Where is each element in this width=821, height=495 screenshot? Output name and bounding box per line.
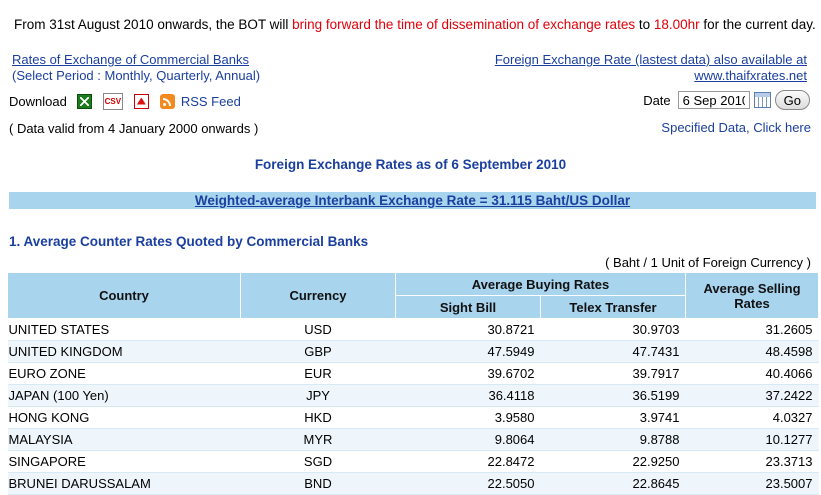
- cell-currency: MYR: [240, 428, 396, 451]
- rates-of-exchange-link[interactable]: Rates of Exchange of Commercial Banks (S…: [12, 52, 260, 84]
- interbank-rate-banner: Weighted-average Interbank Exchange Rate…: [9, 192, 816, 209]
- cell-sight-bill: 22.8472: [395, 450, 541, 473]
- go-button[interactable]: Go: [774, 90, 810, 110]
- cell-country: SINGAPORE: [7, 450, 241, 473]
- table-row: BRUNEI DARUSSALAM BND 22.5050 22.8645 23.500…: [7, 472, 819, 495]
- header-average-buying: Average Buying Rates: [395, 272, 686, 296]
- cell-average-selling: 4.0327: [685, 406, 819, 429]
- rss-icon[interactable]: [159, 93, 175, 109]
- rates-link-title[interactable]: Rates of Exchange of Commercial Banks: [12, 52, 249, 67]
- date-label: Date: [643, 92, 671, 108]
- notice-highlight: bring forward the time of dissemination …: [292, 17, 636, 32]
- fx-rate-external-link[interactable]: Foreign Exchange Rate (lastest data) als…: [495, 52, 807, 84]
- cell-average-selling: 10.1277: [685, 428, 819, 451]
- cell-telex-transfer: 30.9703: [540, 318, 686, 341]
- table-row: MALAYSIA MYR 9.8064 9.8788 10.1277: [7, 428, 819, 451]
- cell-currency: JPY: [240, 384, 396, 407]
- interbank-rate-link[interactable]: Weighted-average Interbank Exchange Rate…: [194, 193, 631, 208]
- cell-country: EURO ZONE: [7, 362, 241, 385]
- date-input[interactable]: [677, 91, 750, 109]
- data-valid-note: ( Data valid from 4 January 2000 onwards…: [9, 121, 259, 136]
- table-row: UNITED KINGDOM GBP 47.5949 47.7431 48.4598: [7, 340, 819, 363]
- download-label: Download: [9, 93, 67, 109]
- header-sight-bill: Sight Bill: [395, 295, 541, 319]
- notice-text: From 31st August 2010 onwards, the BOT w…: [14, 17, 816, 32]
- notice-part-3: to: [635, 17, 654, 32]
- cell-currency: GBP: [240, 340, 396, 363]
- notice-part-1: From 31st August 2010 onwards, the BOT w…: [14, 17, 293, 32]
- cell-currency: SGD: [240, 450, 396, 473]
- table-row: EURO ZONE EUR 39.6702 39.7917 40.4066: [7, 362, 819, 385]
- cell-telex-transfer: 47.7431: [540, 340, 686, 363]
- cell-telex-transfer: 36.5199: [540, 384, 686, 407]
- cell-sight-bill: 9.8064: [395, 428, 541, 451]
- cell-country: UNITED STATES: [7, 318, 241, 341]
- cell-average-selling: 48.4598: [685, 340, 819, 363]
- cell-country: UNITED KINGDOM: [7, 340, 241, 363]
- download-bar: Download CSV RSS Feed: [9, 92, 241, 110]
- cell-telex-transfer: 39.7917: [540, 362, 686, 385]
- cell-average-selling: 23.5007: [685, 472, 819, 495]
- cell-telex-transfer: 9.8788: [540, 428, 686, 451]
- exchange-rates-table: Country Currency Average Buying Rates Av…: [7, 272, 819, 495]
- cell-telex-transfer: 3.9741: [540, 406, 686, 429]
- table-row: UNITED STATES USD 30.8721 30.9703 31.2605: [7, 318, 819, 341]
- cell-country: HONG KONG: [7, 406, 241, 429]
- cell-sight-bill: 30.8721: [395, 318, 541, 341]
- table-row: HONG KONG HKD 3.9580 3.9741 4.0327: [7, 406, 819, 429]
- page-title: Foreign Exchange Rates as of 6 September…: [254, 157, 567, 172]
- header-average-selling: Average Selling Rates: [685, 272, 819, 319]
- cell-currency: HKD: [240, 406, 396, 429]
- cell-currency: EUR: [240, 362, 396, 385]
- cell-average-selling: 37.2422: [685, 384, 819, 407]
- cell-sight-bill: 36.4118: [395, 384, 541, 407]
- cell-sight-bill: 39.6702: [395, 362, 541, 385]
- cell-currency: BND: [240, 472, 396, 495]
- cell-telex-transfer: 22.9250: [540, 450, 686, 473]
- csv-icon[interactable]: CSV: [102, 92, 123, 110]
- cell-country: BRUNEI DARUSSALAM: [7, 472, 241, 495]
- fx-link-line1[interactable]: Foreign Exchange Rate (lastest data) als…: [494, 52, 807, 67]
- table-row: SINGAPORE SGD 22.8472 22.9250 23.3713: [7, 450, 819, 473]
- unit-note: ( Baht / 1 Unit of Foreign Currency ): [605, 255, 811, 270]
- date-picker: Date Go: [643, 90, 810, 110]
- rates-table-body: UNITED STATES USD 30.8721 30.9703 31.2605 UNI…: [7, 318, 819, 495]
- cell-average-selling: 23.3713: [685, 450, 819, 473]
- cell-sight-bill: 47.5949: [395, 340, 541, 363]
- calendar-icon[interactable]: [753, 92, 771, 108]
- fx-link-line2[interactable]: www.thaifxrates.net: [694, 68, 807, 83]
- cell-telex-transfer: 22.8645: [540, 472, 686, 495]
- header-telex-transfer: Telex Transfer: [540, 295, 686, 319]
- header-country: Country: [7, 272, 241, 319]
- cell-country: MALAYSIA: [7, 428, 241, 451]
- header-currency: Currency: [240, 272, 396, 319]
- specified-data-link[interactable]: Specified Data, Click here: [661, 120, 811, 135]
- notice-part-5: for the current day.: [699, 17, 816, 32]
- pdf-icon[interactable]: [133, 93, 149, 109]
- cell-average-selling: 31.2605: [685, 318, 819, 341]
- table-row: JAPAN (100 Yen) JPY 36.4118 36.5199 37.2422: [7, 384, 819, 407]
- section-title: 1. Average Counter Rates Quoted by Comme…: [9, 234, 369, 249]
- excel-icon[interactable]: [76, 93, 92, 109]
- cell-sight-bill: 3.9580: [395, 406, 541, 429]
- cell-average-selling: 40.4066: [685, 362, 819, 385]
- rss-feed-link[interactable]: RSS Feed: [180, 93, 241, 109]
- cell-currency: USD: [240, 318, 396, 341]
- cell-country: JAPAN (100 Yen): [7, 384, 241, 407]
- cell-sight-bill: 22.5050: [395, 472, 541, 495]
- notice-time: 18.00hr: [653, 17, 700, 32]
- rates-link-period[interactable]: (Select Period : Monthly, Quarterly, Ann…: [12, 68, 261, 83]
